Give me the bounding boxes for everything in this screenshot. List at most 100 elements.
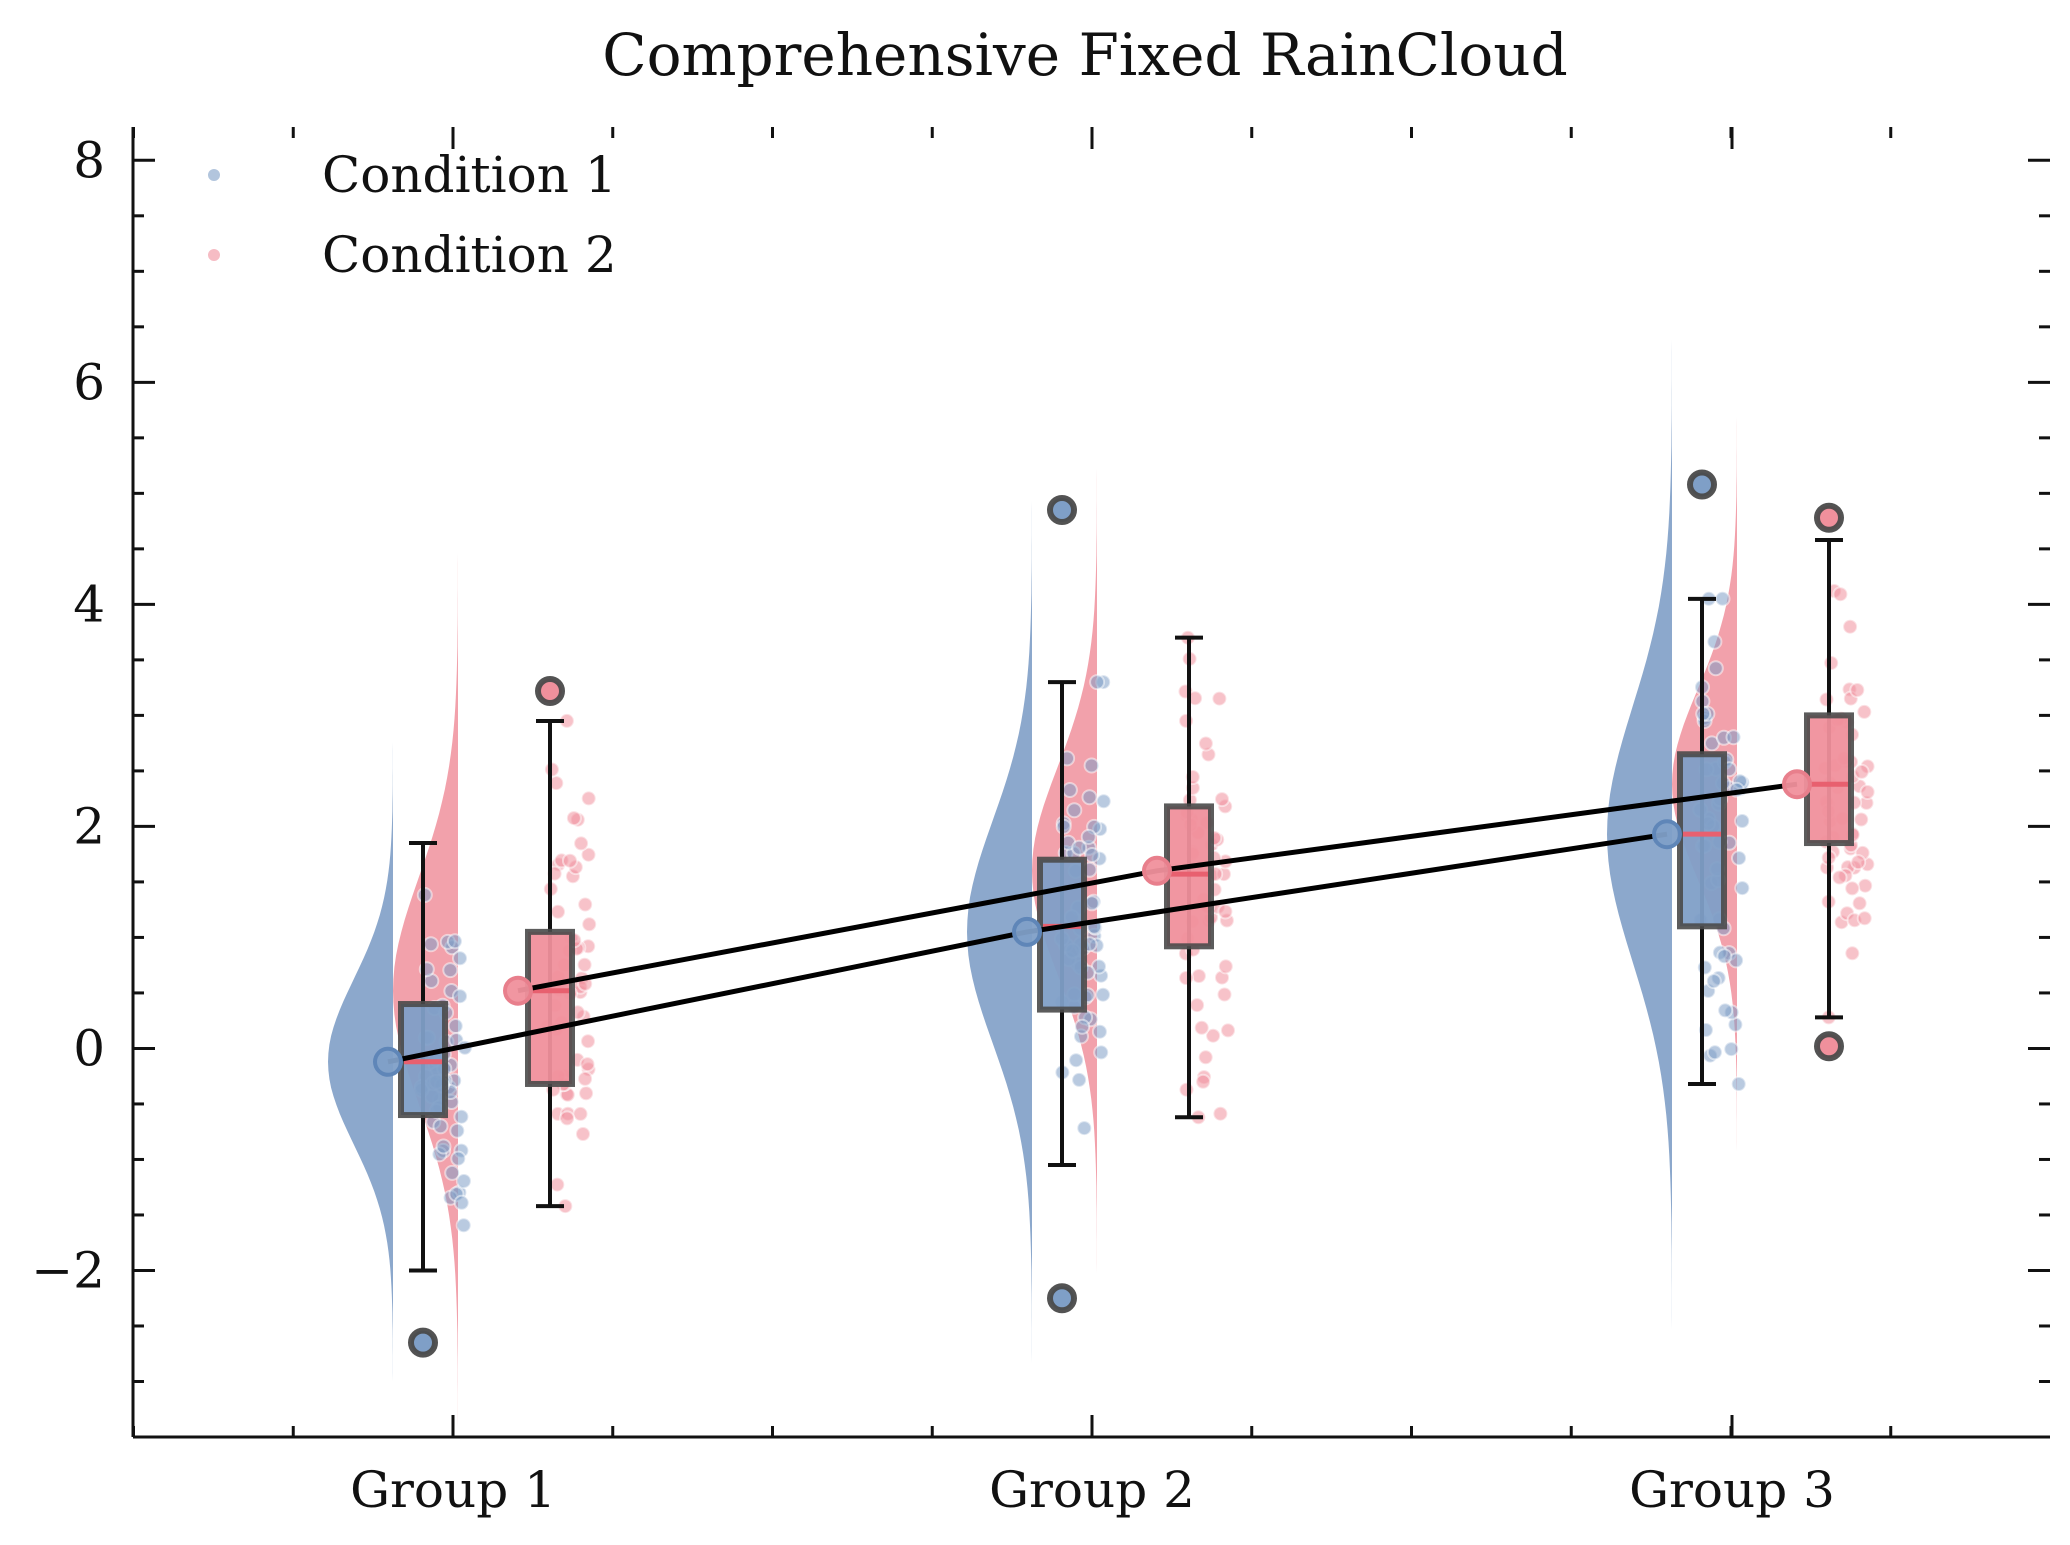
rain-point	[442, 962, 459, 979]
rain-point	[580, 790, 597, 807]
box-2-group-3	[1804, 712, 1854, 847]
rain-point	[576, 956, 593, 973]
mean-line-2	[517, 781, 1798, 994]
rain-point	[1074, 1018, 1091, 1035]
rain-point	[1093, 1044, 1110, 1061]
rain-point	[1725, 729, 1742, 746]
rain-point	[1857, 877, 1874, 894]
outlier-point	[408, 1327, 438, 1358]
rain-point	[1216, 986, 1233, 1003]
outlier-point	[1814, 502, 1844, 533]
violin-1-group-2	[967, 465, 1032, 1399]
rain-point	[1217, 903, 1234, 920]
rain-point	[573, 835, 590, 852]
rain-point	[1205, 1027, 1222, 1044]
rain-point	[580, 846, 597, 863]
rain-point	[1844, 880, 1861, 897]
rain-point	[435, 1138, 452, 1155]
rain-point	[1717, 1002, 1734, 1019]
rain-point	[1706, 633, 1723, 650]
rain-point	[1190, 968, 1207, 984]
axes: −2 0 2 4 6 8 Group 1 Group 2 Group 3	[31, 127, 2050, 1519]
outlier-point	[1047, 1283, 1077, 1314]
rain-point	[1095, 986, 1111, 1003]
outlier-point	[1047, 495, 1077, 526]
rain-point	[1731, 850, 1747, 867]
rain-point	[1076, 1120, 1093, 1137]
rain-point	[1723, 1041, 1740, 1058]
rain-point	[1734, 880, 1751, 897]
mean-marker	[503, 975, 533, 1006]
box-2-group-1	[525, 928, 575, 1087]
rain-point	[1068, 1052, 1085, 1069]
rain-point	[1716, 948, 1733, 965]
rain-point	[1195, 1073, 1212, 1090]
rain-point	[446, 933, 463, 950]
rain-point	[1832, 586, 1849, 603]
rain-point	[1734, 813, 1751, 829]
rain-point	[1197, 735, 1214, 752]
rain-point	[455, 1173, 472, 1189]
rain-point	[1859, 784, 1876, 800]
legend-label: Condition 2	[322, 226, 617, 284]
rain-point	[579, 1056, 596, 1073]
rain-point	[452, 950, 468, 967]
rain-point	[577, 896, 594, 913]
rain-point	[1071, 839, 1088, 856]
rain-point	[550, 903, 566, 920]
rain-point	[1197, 1049, 1214, 1066]
box-1-group-2	[1037, 856, 1087, 1013]
rain-point	[1831, 869, 1848, 886]
y-tick-label: 4	[73, 575, 105, 633]
y-tick-label: 8	[73, 131, 105, 189]
rain-point	[1217, 958, 1234, 975]
violin-1-group-3	[1607, 298, 1672, 1370]
y-tick-label: 2	[73, 797, 105, 855]
rain-point	[1850, 854, 1867, 871]
rain-point	[1080, 828, 1097, 845]
rain-point	[565, 810, 582, 827]
y-tick-label: −2	[31, 1241, 105, 1299]
legend-marker	[206, 167, 222, 183]
rain-point	[1707, 660, 1724, 677]
rain-point	[581, 916, 598, 933]
rain-point	[1193, 1019, 1210, 1036]
rain-point	[559, 1110, 576, 1127]
rain-point	[453, 1108, 470, 1125]
rain-point	[1066, 802, 1083, 819]
rain-point	[1084, 847, 1101, 863]
mean-marker	[1652, 819, 1682, 850]
rain-point	[578, 1085, 595, 1102]
rain-point	[449, 1122, 466, 1139]
rain-point	[1212, 1105, 1229, 1122]
rain-point	[1851, 895, 1868, 912]
mean-marker	[1012, 916, 1042, 947]
rain-point	[447, 1018, 464, 1034]
mean-marker	[373, 1046, 403, 1077]
rain-point	[1189, 997, 1206, 1014]
rain-point	[1849, 682, 1866, 698]
rain-point	[453, 1194, 470, 1211]
rain-point	[577, 1070, 594, 1087]
rain-point	[1178, 1081, 1195, 1098]
rain-point	[562, 852, 578, 869]
violin-2-group-1	[393, 517, 458, 1464]
rain-point	[1842, 618, 1859, 635]
violin-1-group-1	[328, 716, 393, 1408]
plot-area	[328, 298, 1876, 1464]
rain-point	[1844, 945, 1861, 962]
rain-point	[1211, 690, 1228, 707]
chart-title: Comprehensive Fixed RainCloud	[602, 21, 1568, 89]
rain-point	[1696, 959, 1713, 976]
legend: Condition 1 Condition 2	[206, 146, 617, 284]
box-1-group-3	[1677, 751, 1727, 930]
rain-point	[1818, 691, 1835, 708]
rain-point	[450, 1150, 467, 1167]
rain-point	[1091, 1023, 1108, 1040]
rain-point	[549, 1176, 566, 1193]
rain-point	[444, 1164, 461, 1181]
rain-point	[455, 1217, 472, 1234]
rain-point	[1823, 655, 1840, 671]
